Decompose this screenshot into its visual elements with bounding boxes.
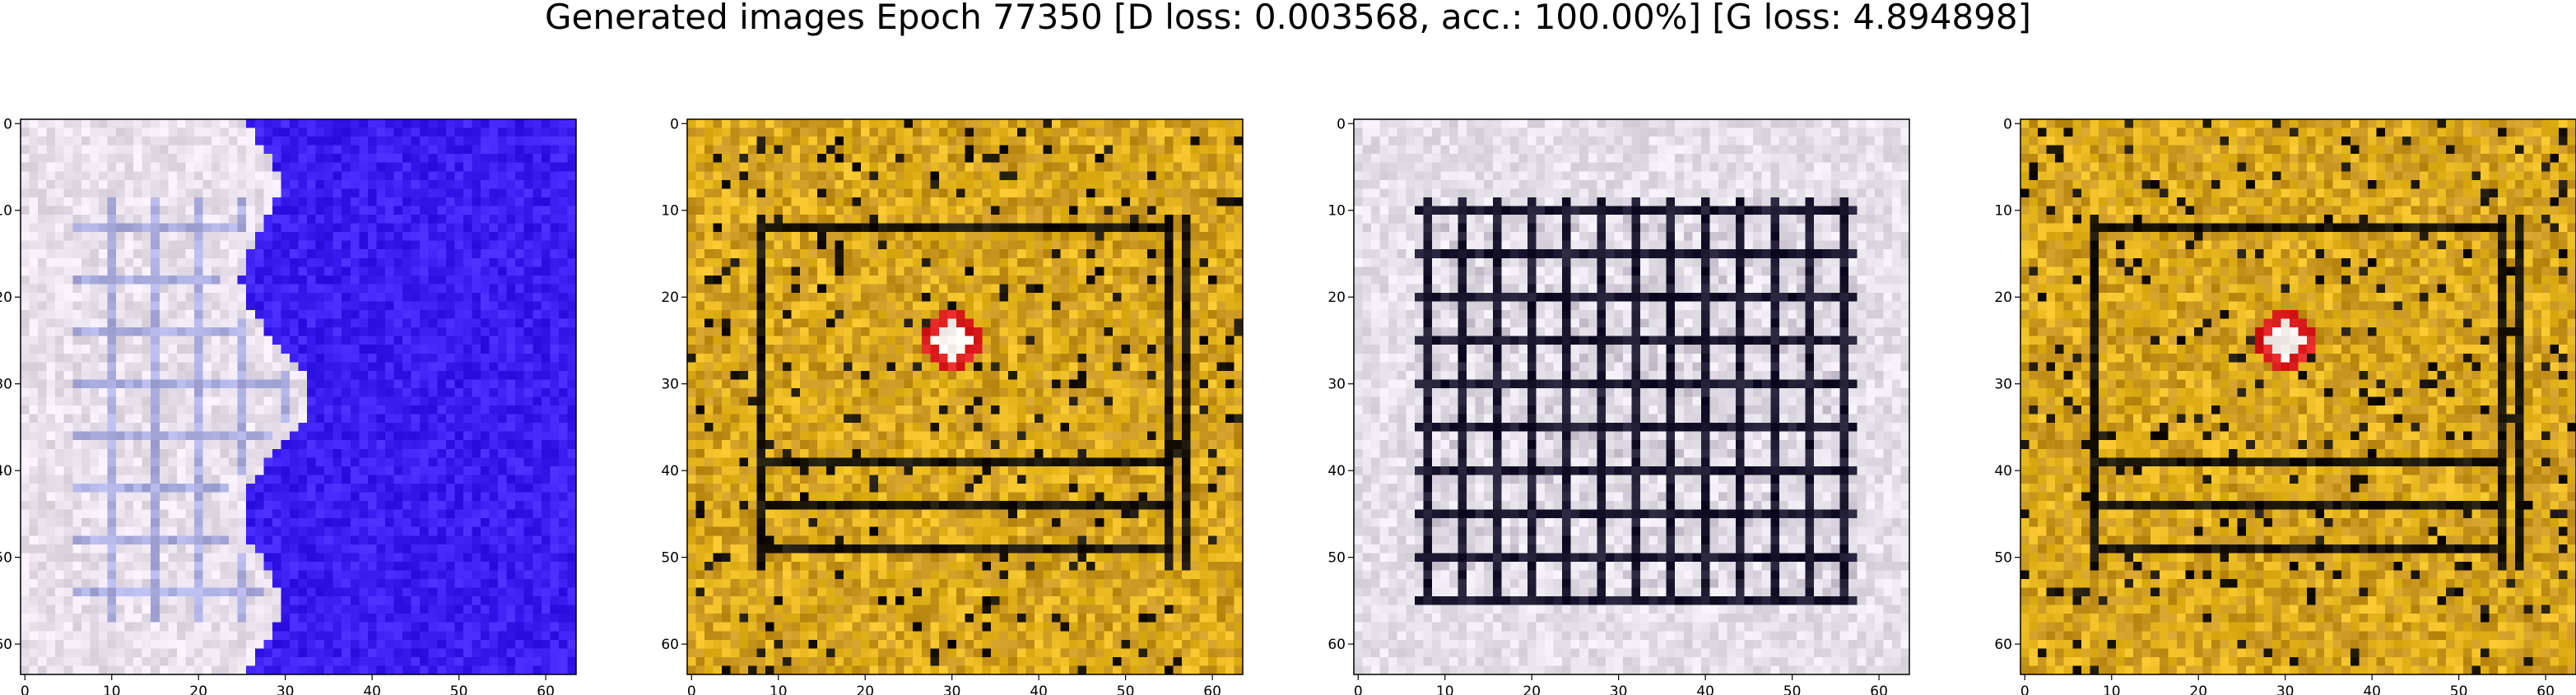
x-tick-label: 30 [1610, 683, 1628, 695]
x-tick-label: 20 [856, 683, 874, 695]
figure-title: Generated images Epoch 77350 [D loss: 0.… [0, 0, 2576, 35]
x-tick-label: 0 [687, 683, 696, 695]
y-tick-label: 10 [1328, 203, 1346, 220]
x-tick-label: 0 [21, 683, 30, 695]
y-tick-label: 40 [661, 463, 679, 480]
y-tick-label: 50 [1328, 550, 1346, 567]
x-tick-label: 10 [770, 683, 788, 695]
x-tick-label: 20 [1523, 683, 1541, 695]
x-tick-label: 60 [537, 683, 555, 695]
axes-frame [20, 118, 577, 675]
y-tick-label: 20 [1994, 290, 2012, 306]
figure-title-text: Generated images Epoch 77350 [D loss: 0.… [544, 0, 2032, 37]
image-panel-1: 0 10 20 30 40 50 60 0 10 20 30 40 50 60 [0, 116, 577, 695]
y-tick-label: 50 [0, 550, 12, 567]
x-tick-label: 60 [1870, 683, 1888, 695]
y-tick-label: 0 [2003, 116, 2012, 132]
image-panel-4: 0 10 20 30 40 50 60 0 10 20 30 40 50 60 [1994, 116, 2576, 695]
x-tick-label: 0 [2020, 683, 2030, 695]
y-tick-label: 40 [1328, 463, 1346, 480]
y-tick-label: 0 [3, 116, 12, 132]
x-tick-label: 40 [2363, 683, 2381, 695]
x-tick-label: 20 [189, 683, 207, 695]
y-tick-label: 60 [661, 637, 679, 653]
y-tick-label: 10 [661, 203, 679, 220]
y-tick-label: 0 [1337, 116, 1346, 132]
y-tick-label: 30 [0, 377, 12, 393]
y-tick-label: 30 [661, 377, 679, 393]
y-tick-label: 10 [1994, 203, 2012, 220]
generated-image-3 [1354, 119, 1909, 674]
x-tick-label: 30 [2276, 683, 2295, 695]
x-tick-label: 60 [2536, 683, 2555, 695]
image-panel-3: 0 10 20 30 40 50 60 0 10 20 30 40 50 60 [1328, 116, 1910, 695]
y-tick-label: 30 [1994, 377, 2012, 393]
y-tick-label: 40 [1994, 463, 2012, 480]
image-panel-2: 0 10 20 30 40 50 60 0 10 20 30 40 50 60 [661, 116, 1244, 695]
axes-frame [2020, 118, 2576, 675]
y-tick-label: 10 [0, 203, 12, 220]
x-tick-label: 50 [1117, 683, 1135, 695]
y-tick-label: 60 [0, 637, 12, 653]
y-tick-label: 30 [1328, 377, 1346, 393]
x-tick-label: 50 [1783, 683, 1802, 695]
axes-frame [686, 118, 1244, 675]
y-tick-label: 20 [661, 290, 679, 306]
y-tick-label: 0 [670, 116, 679, 132]
axes-frame [1353, 118, 1910, 675]
x-tick-label: 10 [103, 683, 121, 695]
y-tick-label: 60 [1994, 637, 2012, 653]
y-tick-label: 50 [661, 550, 679, 567]
y-tick-label: 20 [0, 290, 12, 306]
y-tick-label: 60 [1328, 637, 1346, 653]
x-tick-label: 20 [2189, 683, 2207, 695]
x-tick-label: 0 [1354, 683, 1363, 695]
y-tick-label: 50 [1994, 550, 2012, 567]
x-tick-label: 50 [2450, 683, 2468, 695]
x-tick-label: 60 [1203, 683, 1221, 695]
generated-image-1 [21, 119, 576, 674]
x-tick-label: 30 [277, 683, 295, 695]
y-tick-label: 20 [1328, 290, 1346, 306]
x-tick-label: 10 [1436, 683, 1454, 695]
x-tick-label: 10 [2103, 683, 2121, 695]
x-tick-label: 40 [1696, 683, 1714, 695]
x-tick-label: 40 [1030, 683, 1048, 695]
generated-image-2 [687, 119, 1243, 674]
y-tick-label: 40 [0, 463, 12, 480]
x-tick-label: 40 [363, 683, 381, 695]
x-tick-label: 50 [450, 683, 468, 695]
x-tick-label: 30 [943, 683, 961, 695]
generated-image-4 [2020, 119, 2576, 674]
